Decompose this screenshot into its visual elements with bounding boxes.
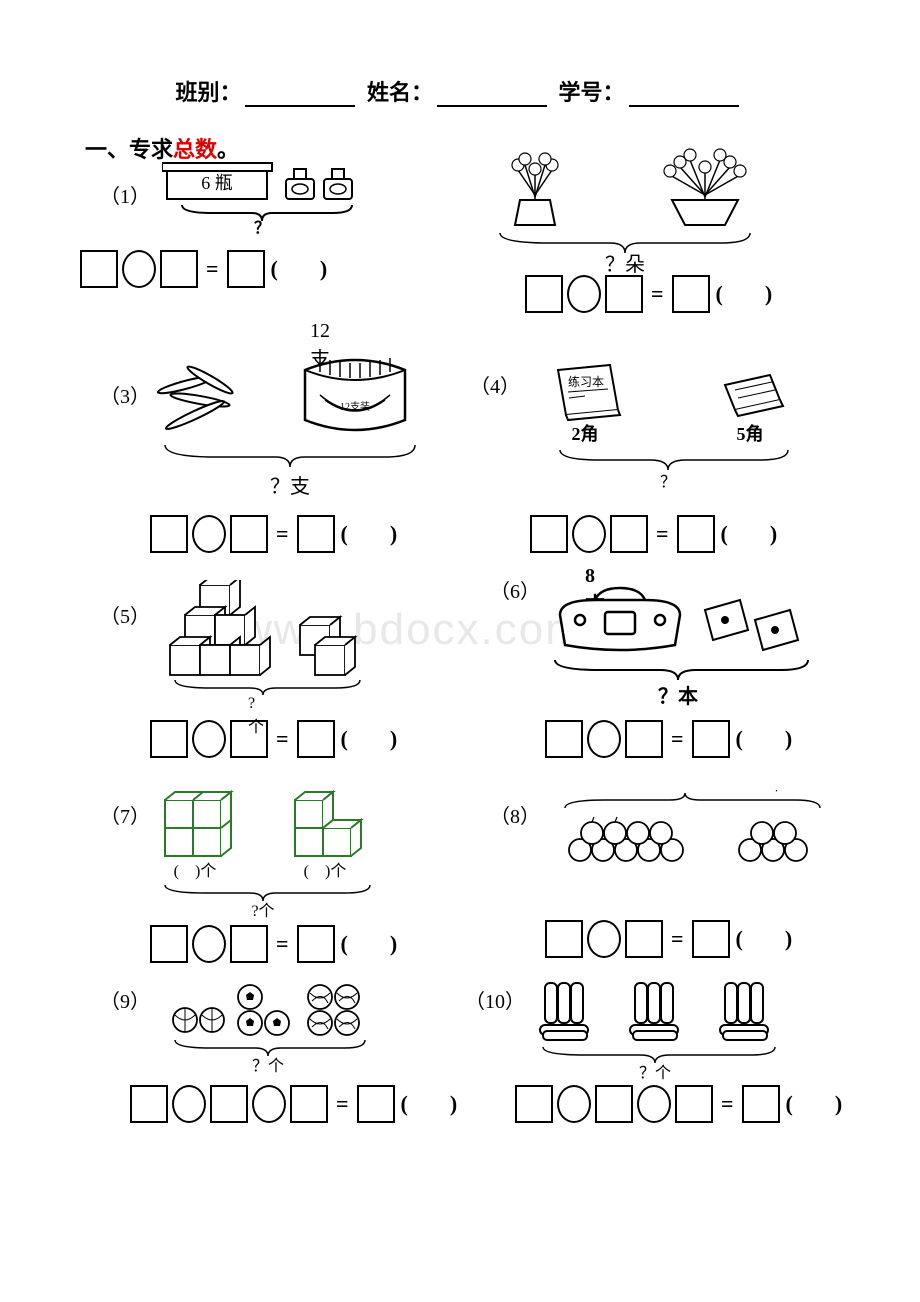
equation-2: = () (525, 275, 774, 313)
operator-circle[interactable] (587, 720, 621, 758)
answer-box[interactable] (672, 275, 710, 313)
balls-diagram: ？个 (160, 975, 420, 1075)
equation-7: = () (150, 925, 399, 963)
svg-text:6 瓶: 6 瓶 (201, 173, 233, 193)
svg-text:？朵: ？朵 (605, 254, 645, 275)
answer-box[interactable] (545, 720, 583, 758)
equation-9: = () (130, 1085, 459, 1123)
svg-text:练习本: 练习本 (568, 374, 604, 389)
worksheet-header: 班别： 姓名： 学号： (0, 75, 920, 107)
equation-3: = () (150, 515, 399, 553)
answer-box[interactable] (692, 920, 730, 958)
cubes-diagram (160, 580, 390, 700)
svg-text:?个: ?个 (251, 902, 274, 920)
answer-box[interactable] (357, 1085, 395, 1123)
svg-text:5角: 5角 (737, 423, 764, 444)
answer-box[interactable] (230, 720, 268, 758)
answer-box[interactable] (297, 925, 335, 963)
svg-text:？个: ？个 (252, 1057, 284, 1075)
answer-box[interactable] (545, 920, 583, 958)
answer-box[interactable] (625, 920, 663, 958)
answer-box[interactable] (595, 1085, 633, 1123)
answer-box[interactable] (297, 720, 335, 758)
problem-number: （5） (100, 600, 150, 629)
apples-diagram: ?个 (545, 790, 845, 930)
answer-box[interactable] (515, 1085, 553, 1123)
equation-8: = () (545, 920, 794, 958)
svg-text:？本: ？本 (658, 685, 698, 708)
problem-number: （10） (465, 985, 525, 1014)
svg-text:？个: ？个 (639, 1064, 671, 1080)
answer-box[interactable] (150, 720, 188, 758)
operator-circle[interactable] (122, 250, 156, 288)
operator-circle[interactable] (252, 1085, 286, 1123)
answer-box[interactable] (742, 1085, 780, 1123)
operator-circle[interactable] (637, 1085, 671, 1123)
operator-circle[interactable] (192, 720, 226, 758)
book-eraser-diagram: 练习本 2角 5角 ？ (540, 355, 840, 495)
operator-circle[interactable] (587, 920, 621, 958)
id-blank[interactable] (629, 85, 739, 107)
answer-box[interactable] (160, 250, 198, 288)
answer-box[interactable] (227, 250, 265, 288)
problem-number: （9） (100, 985, 150, 1014)
svg-text:( )个: ( )个 (304, 862, 347, 880)
svg-text:？: ？ (254, 220, 270, 235)
answer-box[interactable] (525, 275, 563, 313)
answer-box[interactable] (625, 720, 663, 758)
equation-1: = () (80, 250, 329, 288)
class-label: 班别： (175, 75, 241, 107)
svg-text:( )个: ( )个 (174, 862, 217, 880)
answer-box[interactable] (230, 925, 268, 963)
problem-number: （7） (100, 800, 150, 829)
name-blank[interactable] (437, 85, 547, 107)
svg-text:？: ？ (660, 474, 676, 491)
operator-circle[interactable] (557, 1085, 591, 1123)
cylinders-diagram: ？个 (535, 975, 835, 1080)
answer-box[interactable] (290, 1085, 328, 1123)
operator-circle[interactable] (172, 1085, 206, 1123)
problem-number: （8） (490, 800, 540, 829)
answer-box[interactable] (675, 1085, 713, 1123)
operator-circle[interactable] (192, 515, 226, 553)
answer-box[interactable] (692, 720, 730, 758)
problem-number: （4） (470, 370, 520, 399)
pens-diagram: 12支装 ？支 (155, 345, 445, 505)
equation-5: = () (150, 720, 399, 758)
operator-circle[interactable] (567, 275, 601, 313)
answer-box[interactable] (605, 275, 643, 313)
class-blank[interactable] (245, 85, 355, 107)
answer-box[interactable] (530, 515, 568, 553)
answer-box[interactable] (610, 515, 648, 553)
problem-number: （3） (100, 380, 150, 409)
answer-box[interactable] (150, 515, 188, 553)
ink-bottles-diagram: 6 瓶 ？ (162, 155, 382, 235)
id-label: 学号： (559, 75, 625, 107)
equation-6: = () (545, 720, 794, 758)
operator-circle[interactable] (192, 925, 226, 963)
equation-4: = () (530, 515, 779, 553)
operator-circle[interactable] (572, 515, 606, 553)
problem-2: ？朵 (470, 145, 790, 275)
answer-box[interactable] (130, 1085, 168, 1123)
problem-number: （1） (100, 180, 150, 209)
flowers-diagram: ？朵 (470, 145, 790, 275)
answer-box[interactable] (297, 515, 335, 553)
answer-box[interactable] (80, 250, 118, 288)
answer-box[interactable] (150, 925, 188, 963)
name-label: 姓名： (367, 75, 433, 107)
svg-text:?个: ?个 (761, 790, 784, 794)
answer-box[interactable] (677, 515, 715, 553)
svg-text:？支: ？支 (270, 475, 310, 498)
equation-10: = () (515, 1085, 844, 1123)
answer-box[interactable] (210, 1085, 248, 1123)
bag-books-diagram: ？本 (540, 585, 830, 715)
answer-box[interactable] (230, 515, 268, 553)
problem-number: （6） (490, 575, 540, 604)
green-cubes-diagram: ( )个 ( )个 ?个 (155, 790, 415, 920)
svg-text:2角: 2角 (572, 423, 599, 444)
svg-text:12支装: 12支装 (340, 400, 370, 413)
